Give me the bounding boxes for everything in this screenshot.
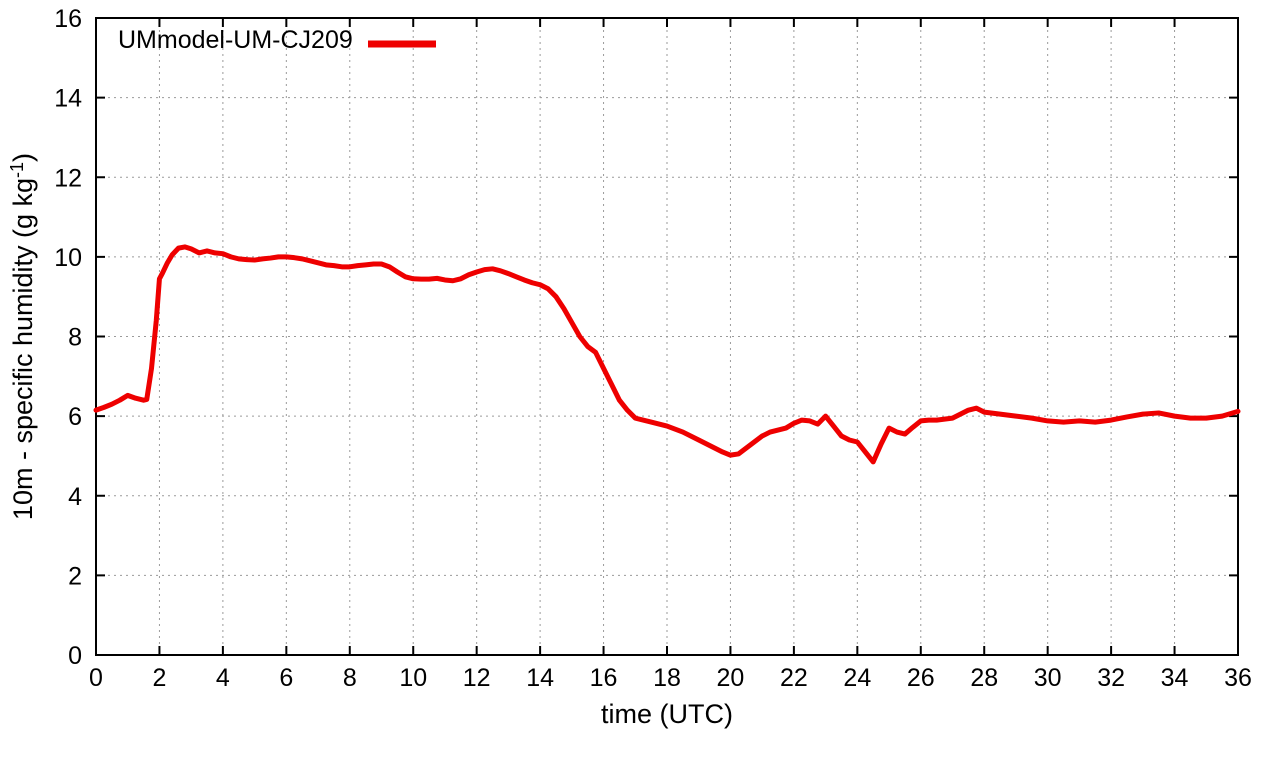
x-tick-label: 24 bbox=[843, 664, 871, 692]
x-tick-label: 12 bbox=[463, 664, 491, 692]
x-tick-label: 10 bbox=[399, 664, 427, 692]
axis-tick-labels: 0 2 4 6 8 10 12 14 16 18 20 22 24 26 28 30 32 34 360246810… bbox=[54, 5, 1252, 692]
x-tick-label: 14 bbox=[526, 664, 554, 692]
y-tick-label: 6 bbox=[68, 403, 82, 431]
y-axis-title: 10m - specific humidity (g kg-1) bbox=[7, 153, 38, 520]
x-tick-label: 36 bbox=[1224, 664, 1252, 692]
x-tick-label: 20 bbox=[717, 664, 745, 692]
x-tick-label: 8 bbox=[343, 664, 357, 692]
data-line-UMmodel-UM-CJ209 bbox=[93, 244, 1241, 465]
y-tick-label: 10 bbox=[54, 244, 82, 272]
y-tick-label: 16 bbox=[54, 5, 82, 33]
y-tick-label: 12 bbox=[54, 164, 82, 192]
plot-frame bbox=[95, 17, 1239, 656]
x-tick-label: 0 bbox=[89, 664, 103, 692]
x-tick-label: 22 bbox=[780, 664, 808, 692]
x-tick-label: 2 bbox=[152, 664, 166, 692]
y-axis-title-superscript: -1 bbox=[7, 162, 27, 178]
plot-border bbox=[95, 17, 1239, 656]
y-tick-label: 8 bbox=[68, 324, 82, 352]
y-axis-title-prefix: 10m - specific humidity (g kg bbox=[8, 178, 38, 520]
x-tick-label: 6 bbox=[279, 664, 293, 692]
grid-lines bbox=[96, 18, 1238, 656]
x-tick-label: 28 bbox=[970, 664, 998, 692]
y-tick-label: 14 bbox=[54, 85, 82, 113]
y-tick-label: 2 bbox=[68, 562, 82, 590]
x-tick-label: 26 bbox=[907, 664, 935, 692]
legend-label: UMmodel-UM-CJ209 bbox=[118, 26, 353, 54]
y-tick-label: 0 bbox=[68, 642, 82, 670]
x-tick-label: 32 bbox=[1097, 664, 1125, 692]
y-axis-title-text: 10m - specific humidity (g kg-1) bbox=[7, 153, 38, 520]
x-tick-label: 30 bbox=[1034, 664, 1062, 692]
x-tick-label: 16 bbox=[590, 664, 618, 692]
y-tick-label: 4 bbox=[68, 483, 82, 511]
x-tick-label: 18 bbox=[653, 664, 681, 692]
y-axis-title-suffix: ) bbox=[8, 153, 38, 162]
x-axis-title: time (UTC) bbox=[601, 699, 733, 729]
data-series-layer bbox=[93, 244, 1241, 465]
x-tick-label: 34 bbox=[1161, 664, 1189, 692]
legend: UMmodel-UM-CJ209 bbox=[118, 26, 436, 54]
x-tick-label: 4 bbox=[216, 664, 230, 692]
